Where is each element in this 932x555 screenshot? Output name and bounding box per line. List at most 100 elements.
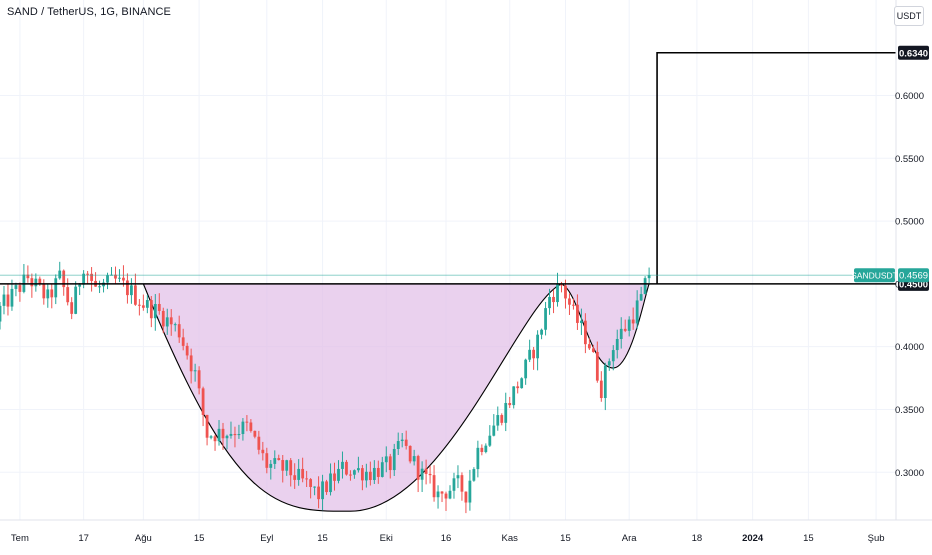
candle-body — [38, 278, 42, 284]
candle-body — [10, 288, 14, 307]
candle-body — [253, 430, 257, 437]
candle-body — [30, 278, 34, 287]
candle-body — [217, 428, 221, 442]
candle — [583, 313, 587, 354]
candle-body — [444, 493, 448, 499]
candle — [261, 441, 265, 461]
candle-body — [516, 386, 520, 389]
candle-body — [209, 436, 213, 438]
candle-body — [126, 280, 129, 296]
candle-body — [46, 289, 50, 299]
candle-body — [396, 441, 400, 449]
candle — [66, 278, 70, 306]
candle-body — [213, 436, 217, 442]
candle — [78, 282, 82, 296]
candle — [237, 424, 241, 439]
candle-body — [333, 473, 336, 481]
candle-body — [325, 481, 328, 493]
candle — [110, 267, 113, 276]
candle — [173, 322, 177, 332]
candle-body — [34, 278, 38, 287]
candle — [572, 298, 575, 310]
candle-body — [157, 303, 161, 311]
candle-body — [90, 273, 93, 281]
candle — [18, 282, 22, 302]
candle — [536, 330, 539, 371]
candle-body — [484, 445, 488, 453]
candle-body — [591, 348, 595, 352]
candle-body — [488, 435, 492, 446]
candle-body — [193, 370, 197, 372]
candle — [436, 485, 440, 509]
candle-body — [464, 491, 468, 503]
candle-body — [98, 286, 101, 288]
candle — [420, 461, 424, 492]
candle — [388, 453, 392, 479]
symbol-label-box — [854, 268, 895, 283]
candle — [153, 294, 157, 331]
candle-body — [241, 421, 245, 435]
candle-body — [221, 428, 225, 439]
candle-body — [337, 468, 340, 481]
candle-body — [317, 486, 320, 500]
candle — [141, 294, 145, 311]
candle-body — [360, 468, 364, 481]
candle-body — [70, 302, 74, 314]
candle-body — [233, 433, 237, 436]
x-tick-label: Ağu — [135, 533, 152, 544]
candle-body — [301, 468, 305, 479]
candle-body — [165, 317, 169, 327]
candle-body — [552, 296, 555, 303]
candle-body — [353, 470, 356, 475]
currency-button[interactable]: USDT — [894, 6, 924, 26]
x-tick-label: Ara — [622, 533, 638, 544]
candle-body — [595, 351, 599, 381]
candle-body — [321, 481, 324, 500]
candle-body — [2, 294, 6, 306]
candle — [30, 273, 34, 298]
candle-body — [583, 320, 587, 345]
candle — [360, 464, 364, 491]
candle — [325, 479, 328, 495]
candle — [82, 270, 86, 289]
candle-body — [329, 473, 332, 493]
candle-body — [297, 468, 301, 480]
candle-body — [118, 277, 121, 279]
candle-body — [66, 287, 70, 303]
candle — [62, 269, 66, 296]
candle — [488, 425, 492, 447]
candle-body — [572, 304, 575, 306]
candle — [468, 469, 472, 511]
candle — [269, 459, 273, 480]
candle — [364, 463, 368, 488]
candle — [98, 280, 101, 294]
candle-body — [564, 285, 567, 299]
candle-body — [225, 435, 229, 439]
candle — [341, 451, 344, 479]
candle — [480, 444, 484, 456]
x-tick-label: Şub — [868, 533, 885, 544]
candle-body — [197, 370, 201, 389]
candle-body — [408, 445, 412, 462]
candle — [464, 491, 468, 514]
candle — [6, 283, 10, 316]
level-label-box — [898, 45, 929, 60]
candle — [257, 430, 261, 455]
candle-body — [114, 274, 117, 279]
candle-body — [277, 458, 281, 461]
candle — [305, 470, 309, 488]
candle — [134, 273, 137, 306]
candle — [444, 491, 448, 511]
candle-body — [205, 414, 209, 438]
candle — [516, 381, 520, 394]
candle — [599, 371, 603, 402]
candle — [241, 418, 245, 441]
candle-body — [237, 434, 241, 436]
current-price-label: 0.4569 — [899, 271, 928, 282]
candle-body — [548, 296, 551, 309]
candle-body — [528, 349, 532, 360]
candle — [484, 443, 488, 454]
cup-and-handle-pattern — [142, 283, 650, 512]
candle — [353, 469, 356, 479]
